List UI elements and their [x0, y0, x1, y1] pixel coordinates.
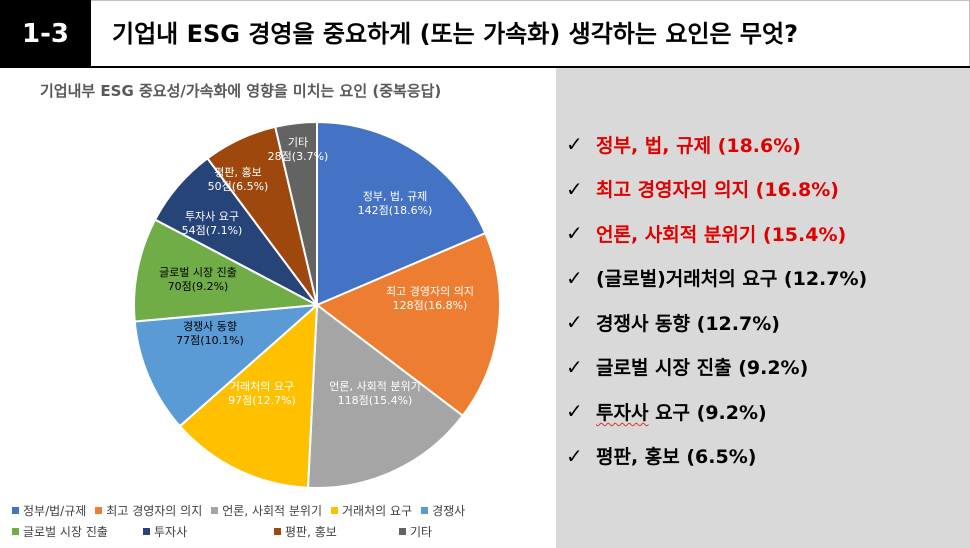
checklist-item: ✓ 정부, 법, 규제 (18.6%) — [566, 122, 867, 167]
check-icon: ✓ — [566, 443, 583, 468]
slice-label-value: 50점(6.5%) — [208, 180, 269, 193]
slice-label-value: 128점(16.8%) — [393, 299, 468, 312]
checklist-item: ✓ 언론, 사회적 분위기 (15.4%) — [566, 211, 867, 256]
legend-item-media: 언론, 사회적 분위기 — [211, 502, 322, 519]
check-icon: ✓ — [566, 221, 583, 246]
pie-slice-media — [306, 303, 465, 489]
slice-label-value: 97점(12.7%) — [228, 394, 296, 407]
check-icon: ✓ — [566, 399, 583, 424]
legend-row: 글로벌 시장 진출 투자사 평판, 홍보 기타 — [12, 521, 557, 542]
legend-item-govt: 정부/법/규제 — [12, 502, 86, 519]
legend-item-global: 글로벌 시장 진출 — [12, 523, 134, 540]
slice-label-name: 거래처의 요구 — [230, 380, 294, 393]
legend-label: 기타 — [410, 525, 433, 539]
slice-label-name: 투자사 요구 — [185, 210, 239, 223]
slice-label-value: 70점(9.2%) — [168, 280, 229, 293]
legend-swatch — [421, 507, 429, 514]
chart-title: 기업내부 ESG 중요성/가속화에 영향을 미치는 요인 (중복응답) — [40, 82, 442, 100]
checklist-item: ✓ 글로벌 시장 진출 (9.2%) — [566, 345, 867, 390]
legend-label: 경쟁사 — [432, 504, 466, 518]
legend-label: 언론, 사회적 분위기 — [222, 504, 323, 518]
checklist-item: ✓ 투자사 요구 (9.2%) — [566, 389, 867, 434]
slide-title: 기업내 ESG 경영을 중요하게 (또는 가속화) 생각하는 요인은 무엇? — [112, 20, 799, 48]
check-icon: ✓ — [566, 354, 583, 379]
slice-label-name: 정부, 법, 규제 — [363, 190, 428, 203]
legend-item-competitor: 경쟁사 — [421, 502, 465, 519]
check-icon: ✓ — [566, 310, 583, 335]
pie-slice-govt — [316, 120, 487, 307]
legend-swatch — [331, 507, 339, 514]
legend-swatch — [143, 528, 150, 535]
legend-row: 정부/법/규제 최고 경영자의 의지 언론, 사회적 분위기 거래처의 요구 경쟁사 — [12, 500, 557, 521]
section-badge: 1-3 — [0, 0, 91, 68]
check-icon: ✓ — [566, 176, 583, 201]
legend-item-reputation: 평판, 홍보 — [274, 523, 390, 540]
legend-swatch — [399, 528, 406, 535]
slice-label-name: 글로벌 시장 진출 — [159, 266, 237, 279]
legend-label: 글로벌 시장 진출 — [23, 525, 108, 539]
slice-label-name: 경쟁사 동향 — [183, 320, 237, 333]
chart-legend: 정부/법/규제 최고 경영자의 의지 언론, 사회적 분위기 거래처의 요구 경쟁사 글… — [12, 500, 557, 542]
slice-label-name: 평판, 홍보 — [214, 165, 261, 179]
check-icon: ✓ — [566, 265, 583, 290]
checklist-text: 최고 경영자의 의지 (16.8%) — [596, 179, 839, 202]
slice-label-name: 최고 경영자의 의지 — [386, 285, 474, 298]
checklist-text: 언론, 사회적 분위기 (15.4%) — [596, 223, 847, 246]
legend-label: 거래처의 요구 — [342, 504, 413, 518]
legend-label: 투자사 — [154, 525, 188, 539]
check-icon: ✓ — [566, 132, 583, 157]
legend-swatch — [274, 528, 281, 535]
slice-label-value: 118점(15.4%) — [338, 394, 413, 407]
legend-item-other: 기타 — [399, 523, 432, 540]
checklist-item: ✓ (글로벌)거래처의 요구 (12.7%) — [566, 256, 867, 301]
checklist-text: 정부, 법, 규제 (18.6%) — [596, 134, 801, 157]
legend-item-client: 거래처의 요구 — [331, 502, 412, 519]
slice-label-name: 언론, 사회적 분위기 — [329, 380, 420, 393]
legend-swatch — [12, 528, 19, 535]
checklist-text: 경쟁사 동향 (12.7%) — [596, 312, 780, 335]
slice-label-name: 기타 — [288, 136, 308, 149]
pie-slice-global — [133, 218, 321, 323]
legend-item-investor: 투자사 — [143, 523, 265, 540]
checklist-item: ✓ 평판, 홍보 (6.5%) — [566, 434, 867, 479]
slice-label-value: 54점(7.1%) — [182, 224, 243, 237]
pie-slice-other — [274, 120, 318, 306]
checklist-text: 평판, 홍보 (6.5%) — [596, 446, 757, 469]
summary-panel — [556, 68, 970, 548]
factor-checklist: ✓ 정부, 법, 규제 (18.6%) ✓ 최고 경영자의 의지 (16.8%) ✓ 언론… — [566, 122, 867, 478]
legend-item-ceo: 최고 경영자의 의지 — [95, 502, 202, 519]
checklist-text: 투자사 요구 (9.2%) — [596, 401, 767, 424]
pie-slice-competitor — [133, 303, 320, 428]
slice-label-value: 77점(10.1%) — [176, 334, 244, 347]
checklist-item: ✓ 경쟁사 동향 (12.7%) — [566, 300, 867, 345]
checklist-text: (글로벌)거래처의 요구 (12.7%) — [596, 268, 868, 291]
checklist-item: ✓ 최고 경영자의 의지 (16.8%) — [566, 167, 867, 212]
legend-label: 평판, 홍보 — [285, 525, 337, 539]
slice-label-value: 28점(3.7%) — [268, 150, 329, 163]
legend-swatch — [211, 507, 219, 514]
legend-label: 정부/법/규제 — [23, 504, 87, 518]
legend-swatch — [95, 507, 103, 514]
slice-label-value: 142점(18.6%) — [358, 204, 433, 217]
pie-slice-client — [178, 302, 319, 489]
pie-slice-ceo — [315, 231, 501, 418]
legend-swatch — [12, 507, 19, 514]
title-divider — [91, 66, 970, 68]
checklist-text: 글로벌 시장 진출 (9.2%) — [596, 357, 809, 380]
legend-label: 최고 경영자의 의지 — [106, 504, 203, 518]
